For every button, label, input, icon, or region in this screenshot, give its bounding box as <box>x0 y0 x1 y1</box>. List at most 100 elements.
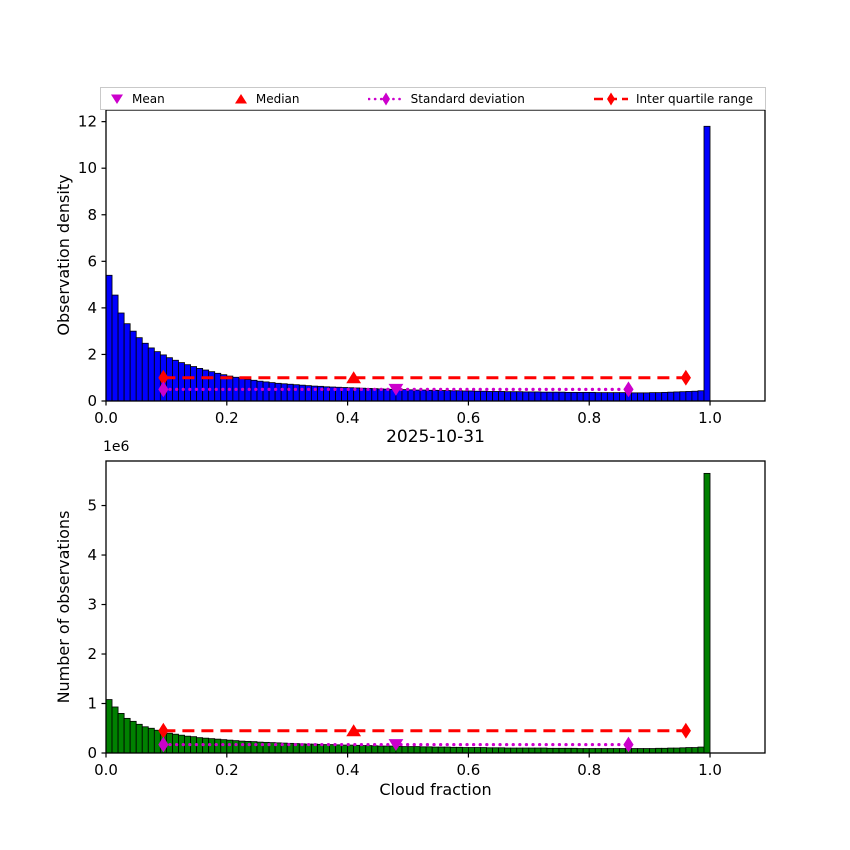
histogram-bar <box>274 382 282 402</box>
histogram-bar <box>449 746 457 754</box>
legend-item-median: Median <box>233 92 300 106</box>
histogram-bar <box>661 747 669 754</box>
std-deviation-marker-icon <box>367 92 404 106</box>
histogram-bar <box>262 381 270 402</box>
histogram-bar <box>510 391 518 402</box>
histogram-bar <box>685 747 693 754</box>
median-marker <box>346 371 362 384</box>
histogram-bar <box>196 368 204 402</box>
histogram-bar <box>631 748 638 754</box>
histogram-bar <box>619 392 626 402</box>
histogram-bar <box>437 390 445 402</box>
histogram-bar <box>468 747 475 754</box>
histogram-bar <box>691 747 699 754</box>
x-tick-label: 0.8 <box>577 761 601 779</box>
iqr-high-marker <box>680 722 691 739</box>
histogram-bar <box>455 390 463 402</box>
histogram-bar <box>528 391 536 402</box>
histogram-bar <box>123 323 131 402</box>
median-marker <box>346 724 362 737</box>
histogram-bar <box>220 739 228 754</box>
x-tick-label: 0.0 <box>94 409 118 427</box>
y-tick-label: 0 <box>87 392 97 410</box>
histogram-bar <box>498 747 506 754</box>
histogram-bar <box>703 125 711 402</box>
histogram-bar <box>649 392 657 402</box>
y-tick-label: 4 <box>87 299 97 317</box>
legend: Mean Median Standard deviation Inter qua… <box>100 87 766 110</box>
histogram-bar <box>401 746 409 754</box>
histogram-bar <box>135 337 143 402</box>
x-tick-label: 1.0 <box>698 409 722 427</box>
histogram-bar <box>129 720 137 754</box>
histogram-bar <box>516 747 524 754</box>
histogram-bar <box>661 391 669 402</box>
y-tick-label: 12 <box>78 113 97 131</box>
y-tick-label: 4 <box>87 546 97 564</box>
histogram-bar <box>286 383 294 402</box>
mean-marker-icon <box>109 92 125 106</box>
histogram-bar <box>111 706 119 754</box>
histogram-bar <box>492 391 500 402</box>
histogram-bar <box>606 748 614 754</box>
histogram-bar <box>184 364 191 402</box>
histogram-bar <box>631 392 638 402</box>
histogram-bar <box>461 747 469 754</box>
legend-item-iqr: Inter quartile range <box>593 92 753 106</box>
histogram-bar <box>244 740 252 754</box>
histogram-bar <box>679 747 687 754</box>
histogram-bar <box>455 746 463 754</box>
histogram-bar <box>504 391 512 402</box>
histogram-bar <box>540 747 548 754</box>
x-tick-label: 0.6 <box>456 761 480 779</box>
histogram-bar <box>619 748 626 754</box>
legend-label-iqr: Inter quartile range <box>636 91 753 106</box>
histogram-bar <box>208 371 216 402</box>
histogram-bar <box>474 747 481 754</box>
histogram-bar <box>147 727 155 754</box>
histogram-bar <box>637 748 644 754</box>
y-tick-label: 10 <box>78 159 97 177</box>
histogram-bar <box>123 717 131 754</box>
histogram-bar <box>582 748 590 754</box>
y-tick-label: 2 <box>87 645 97 663</box>
histogram-bar <box>141 726 149 754</box>
histogram-bar <box>377 745 385 754</box>
histogram-bar <box>600 392 608 402</box>
histogram-bar <box>576 391 584 402</box>
histogram-bar <box>600 748 608 754</box>
mean-marker <box>388 383 404 396</box>
histogram-bar <box>172 359 179 402</box>
histogram-bar <box>268 382 276 402</box>
histogram-bar <box>703 472 711 754</box>
histogram-bar <box>443 390 451 402</box>
histogram-bar <box>147 347 155 402</box>
histogram-bar <box>461 390 469 402</box>
x-tick-label: 0.4 <box>336 409 360 427</box>
histogram-bar <box>232 740 240 754</box>
histogram-bar <box>353 744 361 754</box>
histogram-bar <box>498 391 506 402</box>
histogram-bar <box>365 745 373 754</box>
histogram-bar <box>226 739 234 754</box>
iqr-high-marker <box>680 369 691 386</box>
y-tick-label: 6 <box>87 252 97 270</box>
histogram-bar <box>570 747 578 754</box>
histogram-bar <box>522 747 530 754</box>
histogram-bar <box>637 392 644 402</box>
histogram-bar <box>443 746 451 754</box>
histogram-bar <box>576 748 584 754</box>
histogram-bar <box>292 384 300 402</box>
histogram-bar <box>552 391 560 402</box>
histogram-bar <box>594 748 602 754</box>
histogram-bar <box>643 748 651 754</box>
histogram-bar <box>655 392 663 402</box>
y-tick-label: 0 <box>87 744 97 762</box>
bottom-panel-spines <box>105 460 766 754</box>
histogram-bar <box>655 747 663 754</box>
std-high-marker <box>623 736 634 753</box>
top-panel-spines <box>105 109 766 402</box>
histogram-bar <box>480 747 487 754</box>
